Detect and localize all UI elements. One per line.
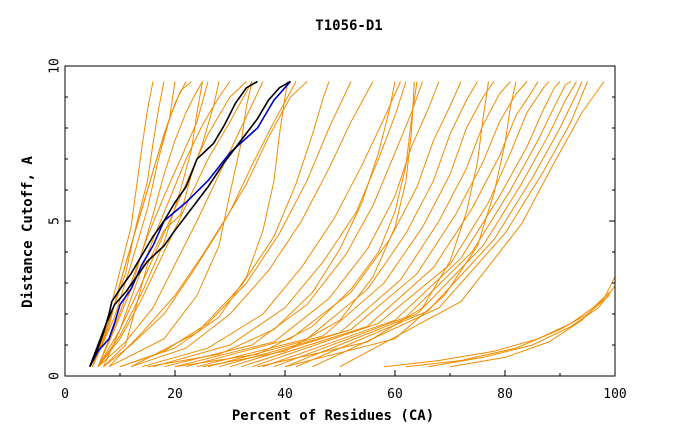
series-line-33: [295, 81, 583, 368]
series-line-13: [92, 81, 176, 367]
series-line-47: [427, 285, 616, 368]
series-line-10: [97, 81, 253, 368]
series-line-23: [185, 81, 462, 368]
series-line-15: [108, 81, 297, 368]
series-line-36: [174, 81, 418, 368]
series-line-17: [119, 81, 352, 368]
chart-title: T1056-D1: [315, 18, 382, 34]
series-line-27: [229, 81, 528, 368]
series-line-0: [89, 80, 292, 368]
series-line-22: [174, 81, 440, 368]
series-line-5: [97, 81, 203, 367]
series-line-18: [130, 81, 374, 368]
series-line-35: [339, 81, 605, 368]
series-line-14: [97, 81, 203, 367]
x-tick-label-3: 60: [387, 387, 403, 402]
series-line-29: [251, 81, 550, 368]
series-line-45: [383, 291, 610, 368]
y-axis-title: Distance Cutoff, A: [20, 156, 36, 308]
series-line-21: [163, 81, 423, 368]
x-tick-label-4: 80: [497, 387, 513, 402]
series-line-42: [108, 81, 253, 368]
series-line-31: [273, 81, 572, 368]
tick-layer: 0 20 40 60 80 100 0 5 10: [48, 58, 627, 402]
series-line-38: [147, 81, 396, 368]
series-line-19: [141, 81, 401, 368]
series-line-7: [97, 81, 231, 367]
series-line-24: [196, 81, 478, 368]
series-line-25: [207, 81, 495, 368]
series-line-44: [103, 81, 220, 368]
series-line-43: [130, 81, 330, 368]
series-line-2: [89, 80, 291, 367]
series-line-20: [152, 81, 407, 368]
x-axis-title: Percent of Residues (CA): [232, 408, 434, 424]
x-tick-label-5: 100: [603, 387, 626, 402]
y-tick-label-2: 10: [48, 58, 63, 74]
series-line-48: [449, 276, 616, 368]
series-line-40: [284, 81, 517, 368]
x-tick-label-0: 0: [61, 387, 69, 402]
series-line-34: [312, 81, 588, 368]
y-tick-label-1: 5: [48, 217, 63, 225]
series-line-30: [262, 81, 561, 368]
y-tick-label-0: 0: [48, 372, 63, 380]
x-tick-label-2: 40: [277, 387, 293, 402]
series-line-28: [240, 81, 539, 368]
series-line-41: [119, 81, 289, 368]
x-tick-label-1: 20: [167, 387, 183, 402]
series-line-26: [218, 81, 511, 368]
series-line-1: [89, 80, 258, 368]
series-line-11: [97, 81, 264, 368]
series-line-39: [257, 81, 489, 368]
series-line-37: [202, 81, 415, 368]
series-line-4: [92, 81, 187, 367]
series-line-32: [284, 81, 577, 368]
series-layer: [89, 80, 616, 368]
